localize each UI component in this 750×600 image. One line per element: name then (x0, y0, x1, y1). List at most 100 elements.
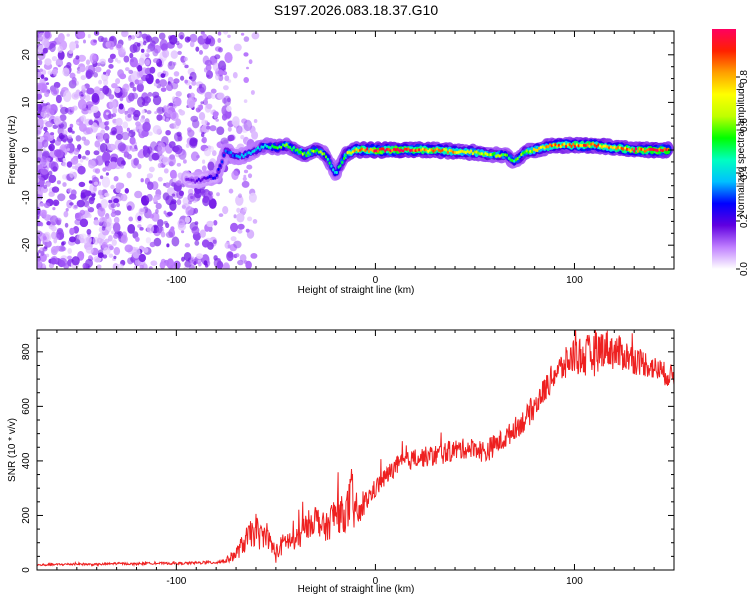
ridge-segment (445, 148, 448, 152)
noise-blob (160, 87, 167, 92)
ridge-segment (622, 147, 625, 151)
ridge-segment (342, 156, 346, 161)
noise-blob (79, 66, 86, 73)
noise-blob (124, 244, 133, 253)
noise-blob (105, 172, 109, 176)
snr-y-tick-label: 600 (21, 398, 32, 415)
noise-blob (180, 75, 185, 81)
noise-blob (207, 161, 215, 171)
noise-blob (104, 37, 108, 42)
noise-blob (76, 70, 81, 74)
noise-blob (245, 228, 250, 233)
noise-blob (159, 261, 166, 269)
ridge-segment (643, 149, 647, 153)
ridge-segment (251, 150, 254, 154)
ridge-segment (366, 147, 369, 151)
noise-blob (55, 58, 64, 67)
ridge-segment (274, 145, 277, 149)
spectrogram-y-axis-label: Frequency (Hz) (7, 116, 18, 185)
ridge-segment (269, 146, 272, 150)
noise-blob (248, 59, 253, 65)
noise-blob (248, 192, 257, 203)
noise-blob (128, 216, 133, 222)
noise-blob (67, 255, 72, 260)
ridge-segment (507, 156, 510, 160)
noise-blob (250, 90, 255, 95)
noise-blob (243, 52, 249, 57)
noise-blob (129, 57, 138, 68)
noise-blob (117, 48, 125, 55)
snr-y-tick-label: 400 (21, 452, 32, 469)
noise-blob (48, 191, 55, 197)
ridge-segment (509, 158, 512, 162)
noise-blob (114, 87, 121, 94)
ridge-segment (355, 147, 358, 151)
noise-blob (146, 223, 155, 234)
ridge-segment (307, 151, 310, 155)
ridge-segment (443, 147, 446, 151)
noise-blob (133, 157, 140, 166)
noise-blob (162, 156, 170, 166)
ridge-segment (195, 179, 199, 183)
noise-blob (98, 79, 103, 85)
noise-blob (149, 166, 155, 173)
noise-blob (199, 229, 206, 238)
noise-blob (67, 127, 73, 133)
noise-blob (43, 126, 48, 132)
ridge-segment (330, 164, 333, 168)
ridge-segment (262, 145, 265, 149)
ridge-segment (633, 149, 636, 153)
noise-blob (45, 82, 50, 85)
noise-blob (208, 145, 214, 153)
noise-blob (194, 221, 199, 226)
noise-blob (43, 236, 47, 241)
noise-blob (59, 104, 63, 109)
ridge-segment (595, 144, 598, 149)
noise-blob (101, 176, 111, 188)
noise-blob (99, 58, 107, 65)
ridge-segment (505, 153, 509, 157)
noise-blob (139, 227, 144, 231)
ridge-segment (409, 149, 412, 153)
ridge-segment (642, 148, 645, 152)
noise-blob (113, 176, 119, 182)
ridge-segment (264, 143, 267, 147)
ridge-segment (617, 145, 620, 149)
ridge-segment (364, 148, 367, 153)
noise-blob (99, 143, 108, 153)
noise-blob (226, 251, 234, 262)
noise-blob (79, 158, 84, 163)
ridge-segment (187, 177, 190, 181)
ridge-segment (484, 151, 487, 155)
ridge-segment (258, 147, 261, 151)
ridge-segment (602, 144, 605, 148)
noise-blob (52, 199, 60, 207)
ridge-segment (222, 153, 225, 157)
noise-blob (221, 113, 228, 121)
noise-blob (102, 133, 110, 142)
snr-y-tick-label: 200 (21, 507, 32, 524)
noise-blob (128, 92, 135, 102)
noise-blob (37, 148, 43, 158)
ridge-segment (500, 153, 503, 157)
ridge-segment (547, 144, 550, 149)
colorbar-tick-label: 0.2 (739, 214, 750, 228)
noise-blob (126, 127, 130, 132)
noise-blob (232, 72, 238, 79)
ridge-segment (584, 144, 587, 148)
noise-blob (175, 118, 182, 126)
noise-blob (115, 182, 124, 190)
ridge-segment (312, 149, 315, 153)
noise-blob (47, 70, 53, 75)
ridge-segment (416, 148, 419, 152)
noise-blob (62, 182, 67, 187)
ridge-segment (378, 147, 381, 151)
noise-blob (85, 59, 91, 65)
noise-blob (86, 87, 95, 95)
noise-blob (131, 35, 136, 40)
ridge-segment (344, 153, 347, 157)
ridge-segment (466, 149, 469, 153)
spectrogram-y-tick-label: 20 (21, 49, 32, 61)
noise-blob (136, 83, 144, 93)
noise-blob (195, 46, 200, 52)
